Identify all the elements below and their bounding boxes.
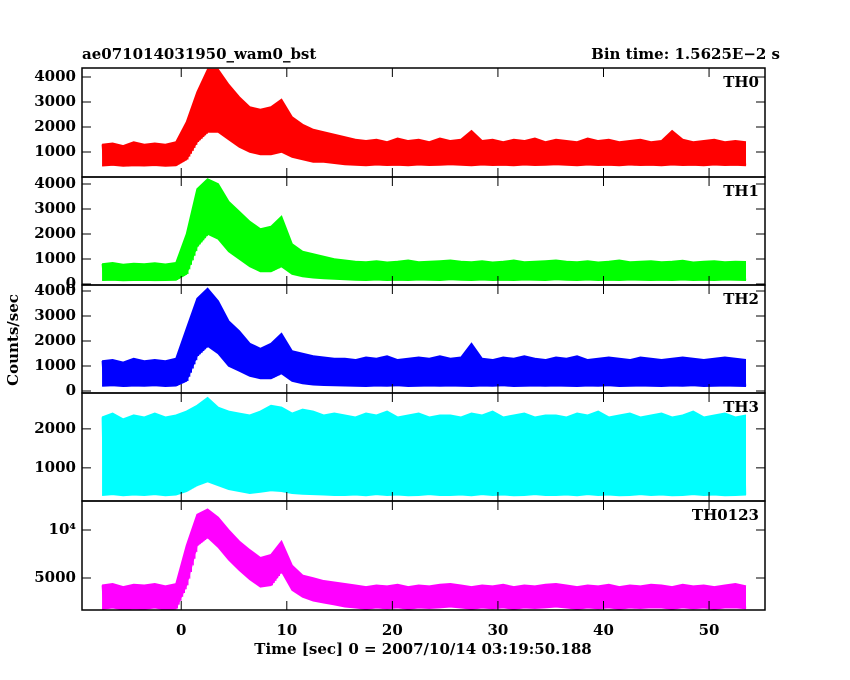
y-tick-label: 3000 [34, 306, 76, 324]
panel [101, 396, 747, 497]
noise [101, 397, 747, 496]
series-label: TH0 [723, 73, 759, 91]
y-tick-label: 3000 [34, 199, 76, 217]
upper-line [102, 178, 747, 266]
series-label: TH1 [723, 182, 759, 200]
y-tick-label: 0 [66, 274, 76, 292]
noise [101, 509, 747, 610]
noise [101, 69, 747, 167]
x-tick-label: 10 [276, 621, 297, 639]
series-label: TH2 [723, 290, 759, 308]
y-tick-label: 1000 [34, 249, 76, 267]
y-tick-label: 2000 [34, 331, 76, 349]
y-tick-label: 4000 [34, 174, 76, 192]
panel [101, 178, 747, 282]
y-tick-label: 1000 [34, 142, 76, 160]
y-tick-label: 2000 [34, 117, 76, 135]
noise [101, 288, 747, 387]
y-tick-label: 2000 [34, 224, 76, 242]
panel [101, 68, 747, 167]
y-axis-label: Counts/sec [4, 294, 22, 386]
band [102, 509, 746, 610]
y-tick-label: 5000 [34, 568, 76, 586]
upper-line [102, 68, 747, 147]
lower-line [102, 233, 747, 282]
y-tick-label: 3000 [34, 92, 76, 110]
frame [81, 500, 766, 611]
y-tick-label: 1000 [34, 356, 76, 374]
y-tick-label: 4000 [34, 281, 76, 299]
upper-line [101, 396, 747, 420]
series-label: TH3 [723, 398, 759, 416]
x-tick-label: 0 [176, 621, 186, 639]
y-tick-label: 0 [66, 381, 76, 399]
chart-subtitle: Bin time: 1.5625E−2 s [591, 45, 780, 63]
x-tick-label: 30 [487, 621, 508, 639]
lower-line [102, 131, 747, 167]
lower-line [102, 536, 747, 610]
y-tick-label: 2000 [34, 419, 76, 437]
panel [101, 287, 747, 388]
y-tick-label: 10⁴ [49, 520, 77, 538]
noise [101, 178, 747, 281]
y-tick-label: 4000 [34, 67, 76, 85]
x-axis-label: Time [sec] 0 = 2007/10/14 03:19:50.188 [254, 640, 591, 658]
y-tick-label: 1000 [34, 458, 76, 476]
lower-line [102, 480, 747, 497]
upper-line [102, 287, 747, 364]
panel [101, 508, 747, 610]
upper-line [101, 508, 747, 588]
lower-line [102, 345, 747, 388]
x-tick-label: 40 [593, 621, 614, 639]
series-label: TH0123 [692, 506, 759, 524]
x-tick-label: 20 [382, 621, 403, 639]
chart-title: ae071014031950_wam0_bst [82, 45, 316, 63]
x-tick-label: 50 [699, 621, 720, 639]
